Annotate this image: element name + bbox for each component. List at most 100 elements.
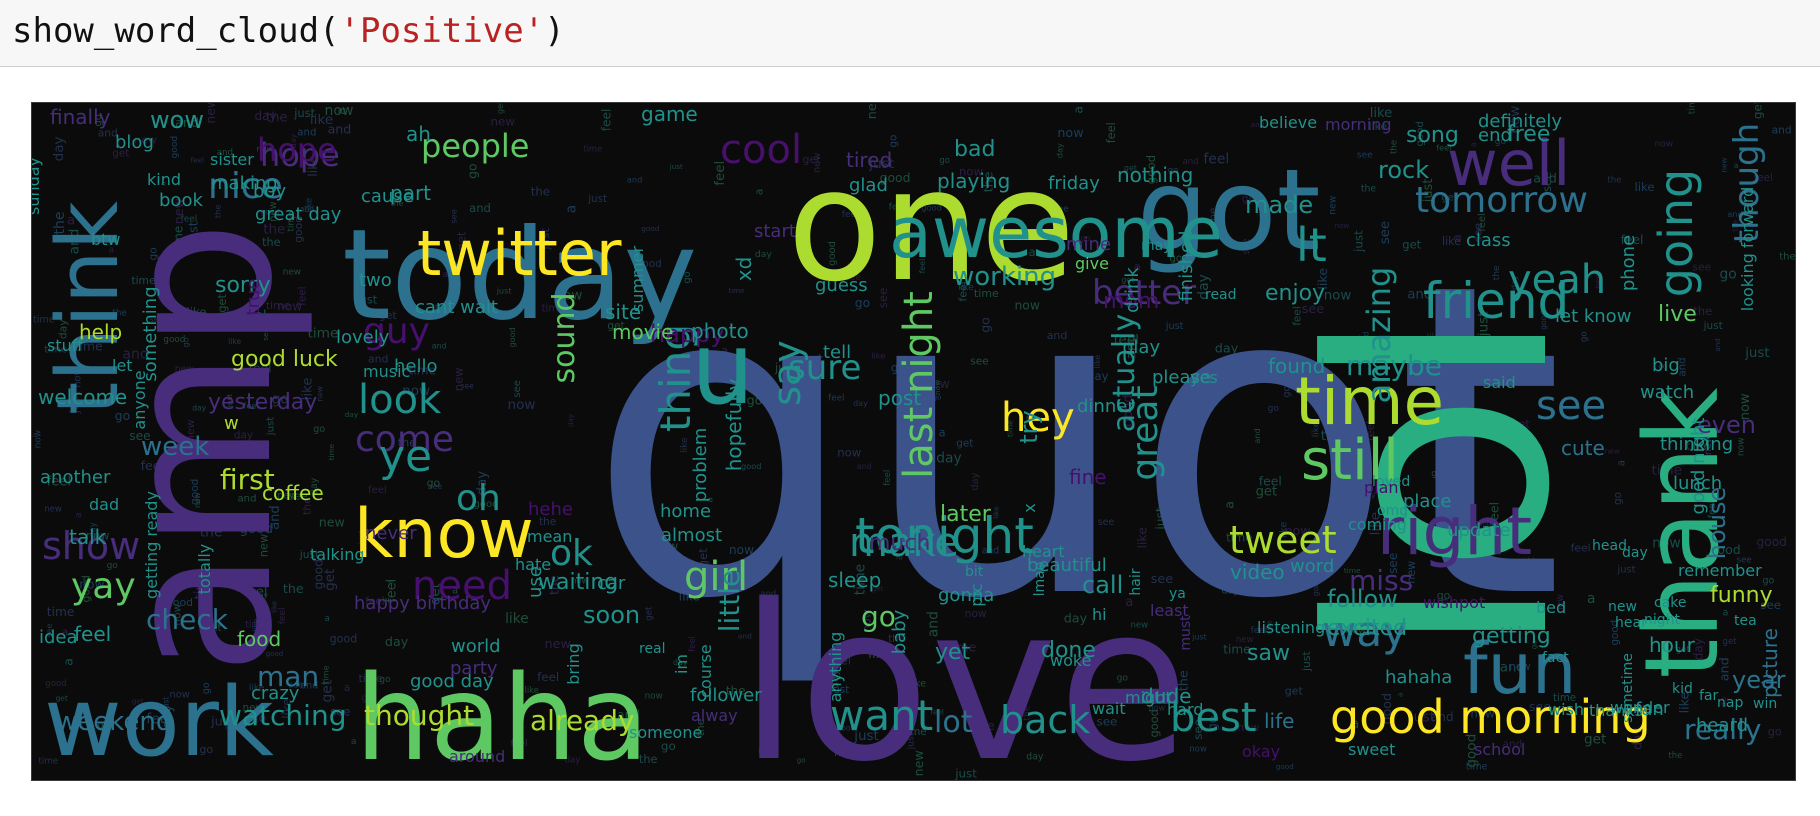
cloud-word: got [1137, 146, 1321, 276]
cloud-word: see [1536, 383, 1606, 429]
svg-text:time: time [1049, 205, 1069, 215]
svg-text:see: see [461, 381, 475, 390]
cloud-word: win [1753, 696, 1777, 712]
svg-text:go: go [1495, 137, 1507, 147]
svg-text:go: go [251, 711, 266, 725]
cloud-word: head [1592, 538, 1627, 554]
svg-text:and: and [1478, 519, 1492, 528]
cloud-word: let know [1555, 306, 1631, 327]
svg-text:and: and [66, 229, 82, 255]
svg-text:a: a [1071, 106, 1086, 114]
cloud-word: sometime [1620, 653, 1636, 723]
cloud-word: coming [1348, 515, 1407, 534]
svg-text:good: good [80, 575, 93, 602]
svg-text:the: the [531, 184, 550, 198]
cloud-word: getting [1472, 624, 1551, 649]
svg-text:a: a [334, 107, 348, 114]
svg-text:see: see [1357, 150, 1373, 160]
word-cloud-canvas: feelnowandtimefeeldaygodaydaynewjustalik… [32, 103, 1795, 780]
cloud-word: tired [846, 148, 892, 172]
svg-text:get: get [872, 584, 884, 593]
svg-text:feel: feel [191, 156, 204, 165]
svg-text:good: good [330, 632, 358, 645]
cloud-word: dude [1141, 684, 1191, 708]
svg-text:time: time [245, 620, 266, 631]
svg-text:get: get [1584, 731, 1606, 747]
svg-text:just: just [67, 391, 81, 414]
svg-text:get: get [319, 679, 335, 702]
cloud-word: sorry [215, 273, 271, 298]
svg-text:good: good [170, 136, 180, 159]
svg-text:and: and [432, 342, 447, 351]
svg-text:and: and [1503, 738, 1523, 750]
code-function-call: show_word_cloud( [12, 11, 340, 51]
svg-text:the: the [694, 719, 707, 737]
cloud-word: song [1406, 123, 1459, 148]
cloud-word: twitter [417, 217, 622, 290]
svg-text:time: time [287, 211, 297, 231]
svg-text:just: just [357, 530, 366, 545]
cloud-word: making [211, 173, 278, 194]
svg-text:go: go [1437, 589, 1451, 602]
cloud-word: book [159, 190, 203, 211]
cloud-word: wonder [1610, 698, 1670, 717]
svg-text:go: go [1168, 165, 1178, 175]
cloud-word: work [44, 668, 274, 778]
svg-text:get: get [132, 697, 144, 706]
svg-text:good: good [166, 596, 193, 609]
cloud-word: check [146, 603, 229, 636]
cloud-word: happy birthday [354, 593, 491, 614]
cloud-word: good night [1688, 418, 1709, 515]
svg-text:feel: feel [243, 400, 258, 410]
svg-text:day: day [1510, 275, 1519, 290]
svg-text:and: and [656, 371, 681, 386]
svg-text:get: get [1402, 238, 1421, 252]
cloud-word: great day [255, 204, 342, 225]
code-cell-output: feel now and time feel day go day day new just a lik… [0, 67, 1820, 816]
svg-text:feel: feel [1023, 228, 1040, 238]
svg-text:feel: feel [1259, 473, 1282, 488]
svg-text:go: go [379, 675, 390, 685]
svg-text:feel: feel [243, 585, 267, 600]
cloud-word: little [713, 570, 746, 633]
cloud-word: though [1727, 123, 1767, 243]
cloud-word: year [1732, 666, 1786, 694]
svg-text:see: see [129, 429, 150, 443]
cloud-word: yesterday [208, 390, 317, 415]
svg-text:good: good [741, 461, 761, 471]
svg-text:day: day [88, 522, 98, 538]
svg-text:get: get [1675, 645, 1690, 655]
cloud-word: saw [1247, 641, 1290, 666]
svg-text:now: now [260, 318, 285, 332]
code-cell-input[interactable]: show_word_cloud('Positive') [0, 0, 1820, 67]
svg-text:like: like [505, 611, 529, 627]
svg-text:the: the [391, 199, 404, 208]
cloud-word: girl [684, 554, 748, 600]
cloud-word: feel [74, 622, 111, 646]
cloud-word: two [359, 270, 392, 291]
cloud-word: house [1703, 487, 1731, 559]
svg-text:feel: feel [368, 485, 387, 496]
svg-text:and: and [175, 116, 199, 131]
code-line[interactable]: show_word_cloud('Positive') [12, 4, 565, 58]
svg-text:just: just [1191, 633, 1207, 642]
svg-text:go: go [107, 561, 119, 571]
cloud-word: bed [1536, 598, 1566, 617]
svg-text:get: get [644, 606, 654, 621]
svg-text:time: time [898, 517, 907, 535]
code-string-argument: 'Positive' [339, 11, 545, 51]
svg-text:see: see [1098, 517, 1115, 528]
svg-text:a: a [753, 189, 766, 196]
svg-text:feel: feel [1477, 213, 1488, 231]
svg-text:time: time [583, 144, 602, 154]
cloud-word: haha [355, 649, 649, 780]
svg-text:feel: feel [242, 309, 267, 324]
svg-text:new: new [1405, 561, 1418, 584]
svg-text:and: and [1252, 428, 1262, 444]
cloud-word: playing [937, 169, 1010, 193]
svg-text:a: a [32, 431, 36, 439]
cloud-word: finally [50, 105, 111, 129]
svg-text:get: get [379, 309, 398, 322]
cloud-word: best [1170, 695, 1257, 741]
svg-text:like: like [992, 506, 1001, 519]
